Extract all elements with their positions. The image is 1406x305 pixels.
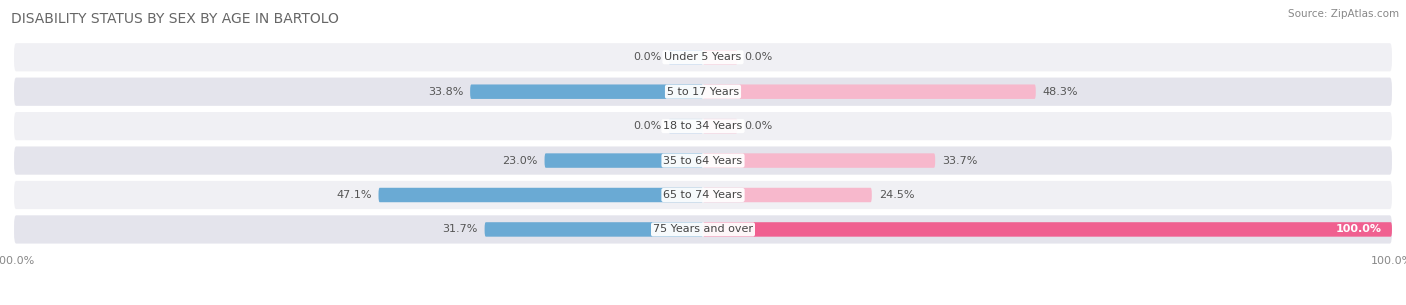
FancyBboxPatch shape	[14, 215, 1392, 244]
FancyBboxPatch shape	[485, 222, 703, 237]
Text: 0.0%: 0.0%	[744, 121, 772, 131]
FancyBboxPatch shape	[669, 119, 703, 133]
Text: 33.8%: 33.8%	[427, 87, 463, 97]
Text: Under 5 Years: Under 5 Years	[665, 52, 741, 62]
Text: 0.0%: 0.0%	[744, 52, 772, 62]
Legend: Male, Female: Male, Female	[641, 302, 765, 305]
Text: 24.5%: 24.5%	[879, 190, 914, 200]
FancyBboxPatch shape	[703, 188, 872, 202]
Text: 47.1%: 47.1%	[336, 190, 371, 200]
FancyBboxPatch shape	[544, 153, 703, 168]
Text: 5 to 17 Years: 5 to 17 Years	[666, 87, 740, 97]
Text: 23.0%: 23.0%	[502, 156, 537, 166]
FancyBboxPatch shape	[14, 77, 1392, 106]
FancyBboxPatch shape	[378, 188, 703, 202]
FancyBboxPatch shape	[669, 50, 703, 64]
Text: Source: ZipAtlas.com: Source: ZipAtlas.com	[1288, 9, 1399, 19]
Text: 33.7%: 33.7%	[942, 156, 977, 166]
Text: 75 Years and over: 75 Years and over	[652, 224, 754, 235]
FancyBboxPatch shape	[14, 181, 1392, 209]
FancyBboxPatch shape	[470, 84, 703, 99]
FancyBboxPatch shape	[703, 50, 738, 64]
Text: 35 to 64 Years: 35 to 64 Years	[664, 156, 742, 166]
FancyBboxPatch shape	[14, 146, 1392, 175]
FancyBboxPatch shape	[703, 119, 738, 133]
FancyBboxPatch shape	[14, 112, 1392, 140]
FancyBboxPatch shape	[703, 84, 1036, 99]
Text: 31.7%: 31.7%	[443, 224, 478, 235]
Text: 65 to 74 Years: 65 to 74 Years	[664, 190, 742, 200]
FancyBboxPatch shape	[703, 222, 1392, 237]
Text: 18 to 34 Years: 18 to 34 Years	[664, 121, 742, 131]
Text: 100.0%: 100.0%	[1336, 224, 1382, 235]
FancyBboxPatch shape	[14, 43, 1392, 71]
Text: DISABILITY STATUS BY SEX BY AGE IN BARTOLO: DISABILITY STATUS BY SEX BY AGE IN BARTO…	[11, 12, 339, 26]
Text: 48.3%: 48.3%	[1043, 87, 1078, 97]
Text: 0.0%: 0.0%	[634, 52, 662, 62]
Text: 0.0%: 0.0%	[634, 121, 662, 131]
FancyBboxPatch shape	[703, 153, 935, 168]
